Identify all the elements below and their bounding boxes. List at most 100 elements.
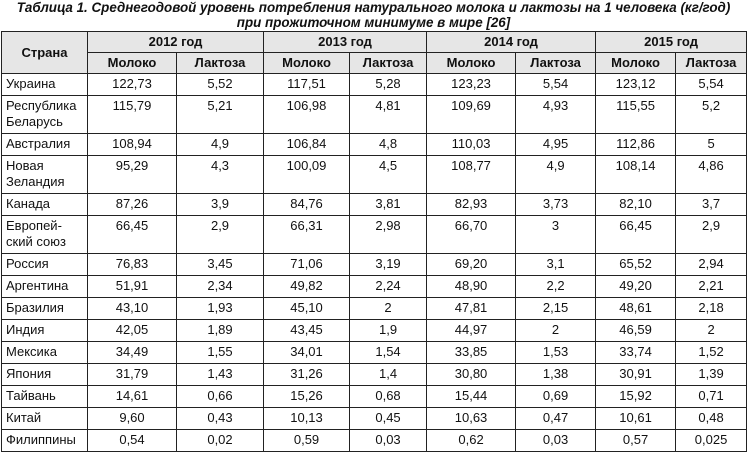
table-row: Канада 87,26 3,9 84,76 3,81 82,93 3,73 82,10 3,7 xyxy=(1,193,747,216)
table-row: Европей-ский союз 66,45 2,9 66,31 2,98 66,70 3… xyxy=(1,215,747,254)
lactose-value-cell: 3,19 xyxy=(349,253,428,276)
milk-value-cell: 123,12 xyxy=(595,73,677,96)
caption-line-1: Таблица 1. Среднегодовой уровень потребл… xyxy=(16,0,731,15)
lactose-value-cell: 0,69 xyxy=(515,385,597,408)
milk-value-cell: 34,49 xyxy=(87,341,177,364)
table-row: Тайвань 14,61 0,66 15,26 0,68 15,44 0,69 15,92 0… xyxy=(1,385,747,408)
milk-value-cell: 108,14 xyxy=(595,155,677,194)
milk-value-cell: 106,84 xyxy=(263,133,351,156)
milk-value-cell: 66,45 xyxy=(595,215,677,254)
lactose-value-cell: 3,45 xyxy=(175,253,265,276)
lactose-value-cell: 0,48 xyxy=(675,407,747,430)
milk-value-cell: 108,77 xyxy=(426,155,517,194)
header-lactose: Лактоза xyxy=(515,52,597,74)
header-milk: Молоко xyxy=(87,52,177,74)
table-row: Россия 76,83 3,45 71,06 3,19 69,20 3,1 65,52 2,9… xyxy=(1,253,747,276)
milk-value-cell: 15,26 xyxy=(263,385,351,408)
lactose-value-cell: 1,54 xyxy=(349,341,428,364)
header-country: Страна xyxy=(1,31,88,74)
caption-line-2: при прожиточном минимуме в мире [26] xyxy=(236,14,511,30)
country-cell: Канада xyxy=(1,193,88,216)
milk-value-cell: 49,82 xyxy=(263,275,351,298)
lactose-value-cell: 5,54 xyxy=(675,73,747,96)
lactose-value-cell: 5,54 xyxy=(515,73,597,96)
lactose-value-cell: 2 xyxy=(515,319,597,342)
lactose-value-cell: 3,9 xyxy=(175,193,265,216)
lactose-value-cell: 5,21 xyxy=(175,95,265,134)
lactose-value-cell: 1,93 xyxy=(175,297,265,320)
lactose-value-cell: 4,8 xyxy=(349,133,428,156)
header-milk: Молоко xyxy=(595,52,677,74)
milk-value-cell: 123,23 xyxy=(426,73,517,96)
lactose-value-cell: 0,02 xyxy=(175,429,265,452)
country-cell: Россия xyxy=(1,253,88,276)
country-cell: Австралия xyxy=(1,133,88,156)
country-cell: Европей-ский союз xyxy=(1,215,88,254)
table-row: Мексика 34,49 1,55 34,01 1,54 33,85 1,53 33,74 1… xyxy=(1,341,747,364)
country-cell: Мексика xyxy=(1,341,88,364)
lactose-value-cell: 2,34 xyxy=(175,275,265,298)
lactose-value-cell: 2 xyxy=(349,297,428,320)
lactose-value-cell: 0,43 xyxy=(175,407,265,430)
lactose-value-cell: 4,5 xyxy=(349,155,428,194)
header-year-2012: 2012 год xyxy=(86,31,265,53)
milk-value-cell: 49,20 xyxy=(595,275,677,298)
lactose-value-cell: 1,38 xyxy=(515,363,597,386)
table-header: Страна 2012 год 2013 год 2014 год 2015 г… xyxy=(1,31,747,74)
lactose-value-cell: 0,03 xyxy=(349,429,428,452)
milk-value-cell: 43,45 xyxy=(263,319,351,342)
table-row: Украина 122,73 5,52 117,51 5,28 123,23 5,54 123… xyxy=(1,73,747,96)
milk-value-cell: 0,62 xyxy=(426,429,517,452)
country-cell: Бразилия xyxy=(1,297,88,320)
milk-value-cell: 84,76 xyxy=(263,193,351,216)
milk-value-cell: 65,52 xyxy=(595,253,677,276)
milk-value-cell: 76,83 xyxy=(87,253,177,276)
milk-value-cell: 0,54 xyxy=(87,429,177,452)
country-cell: Республика Беларусь xyxy=(1,95,88,134)
milk-value-cell: 10,63 xyxy=(426,407,517,430)
milk-value-cell: 108,94 xyxy=(87,133,177,156)
header-milk: Молоко xyxy=(263,52,351,74)
table-row: Республика Беларусь 115,79 5,21 106,98 4,81 1… xyxy=(1,95,747,134)
milk-value-cell: 15,44 xyxy=(426,385,517,408)
milk-value-cell: 31,79 xyxy=(87,363,177,386)
milk-value-cell: 31,26 xyxy=(263,363,351,386)
milk-value-cell: 48,90 xyxy=(426,275,517,298)
milk-value-cell: 82,93 xyxy=(426,193,517,216)
lactose-value-cell: 0,66 xyxy=(175,385,265,408)
milk-value-cell: 47,81 xyxy=(426,297,517,320)
milk-value-cell: 15,92 xyxy=(595,385,677,408)
header-milk: Молоко xyxy=(426,52,517,74)
lactose-value-cell: 0,68 xyxy=(349,385,428,408)
lactose-value-cell: 1,53 xyxy=(515,341,597,364)
lactose-value-cell: 2 xyxy=(675,319,747,342)
lactose-value-cell: 1,55 xyxy=(175,341,265,364)
milk-value-cell: 66,31 xyxy=(263,215,351,254)
milk-value-cell: 46,59 xyxy=(595,319,677,342)
milk-value-cell: 42,05 xyxy=(87,319,177,342)
table-row: Филиппины 0,54 0,02 0,59 0,03 0,62 0,03 0,57 0,0… xyxy=(1,429,747,452)
milk-value-cell: 48,61 xyxy=(595,297,677,320)
milk-value-cell: 71,06 xyxy=(263,253,351,276)
country-cell: Новая Зеландия xyxy=(1,155,88,194)
lactose-value-cell: 2,15 xyxy=(515,297,597,320)
lactose-value-cell: 5,52 xyxy=(175,73,265,96)
table-caption: Таблица 1. Среднегодовой уровень потребл… xyxy=(0,0,747,31)
lactose-value-cell: 2,9 xyxy=(675,215,747,254)
lactose-value-cell: 4,95 xyxy=(515,133,597,156)
lactose-value-cell: 0,025 xyxy=(675,429,747,452)
milk-value-cell: 43,10 xyxy=(87,297,177,320)
lactose-value-cell: 0,45 xyxy=(349,407,428,430)
lactose-value-cell: 2,9 xyxy=(175,215,265,254)
lactose-value-cell: 3,7 xyxy=(675,193,747,216)
header-lactose: Лактоза xyxy=(175,52,265,74)
lactose-value-cell: 5 xyxy=(675,133,747,156)
lactose-value-cell: 1,39 xyxy=(675,363,747,386)
header-lactose: Лактоза xyxy=(349,52,428,74)
lactose-value-cell: 5,2 xyxy=(675,95,747,134)
milk-value-cell: 115,55 xyxy=(595,95,677,134)
country-cell: Украина xyxy=(1,73,88,96)
lactose-value-cell: 2,24 xyxy=(349,275,428,298)
milk-value-cell: 51,91 xyxy=(87,275,177,298)
lactose-value-cell: 1,43 xyxy=(175,363,265,386)
